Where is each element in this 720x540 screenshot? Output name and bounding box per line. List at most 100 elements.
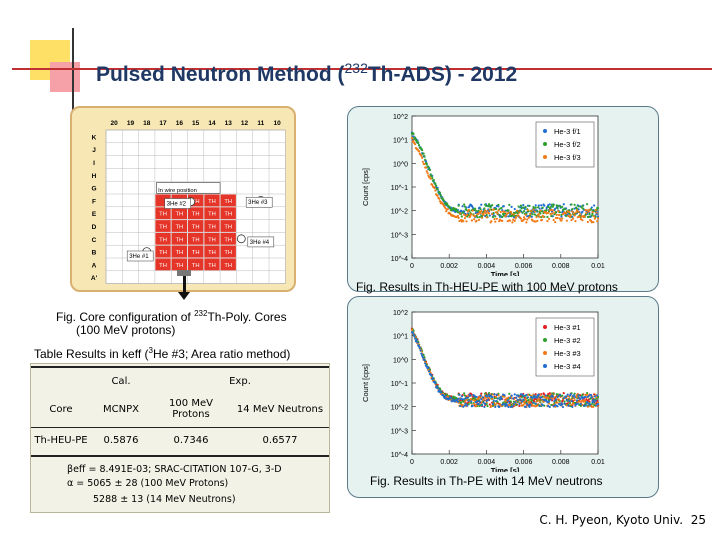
- series-point: [473, 402, 476, 406]
- series-point: [481, 396, 484, 399]
- series-point: [532, 208, 535, 211]
- series-point: [514, 401, 517, 404]
- legend-label: He-3 #3: [554, 349, 581, 358]
- core-row-label: B: [92, 250, 97, 257]
- series-point: [508, 401, 511, 404]
- series-point: [463, 392, 466, 395]
- series-point: [551, 209, 554, 212]
- core-row-label: F: [92, 198, 96, 205]
- series-point: [517, 395, 520, 398]
- series-point: [538, 207, 541, 210]
- series-point: [582, 404, 586, 407]
- series-point: [499, 396, 502, 399]
- series-point: [428, 175, 431, 179]
- plot-th-pe: 10^2 10^1 10^0 10^-1 10^-2 10^-3 10^-40 0.002 0.…: [361, 310, 605, 472]
- series-point: [596, 394, 599, 397]
- core-fuel-cell: [220, 245, 236, 258]
- series-point: [516, 399, 519, 402]
- series-point: [484, 402, 487, 405]
- core-row-label: D: [92, 224, 97, 231]
- series-point: [510, 394, 513, 397]
- series-point: [591, 211, 594, 214]
- series-point: [494, 220, 497, 223]
- series-point: [522, 206, 525, 209]
- core-fuel-cell: [155, 220, 171, 232]
- series-point: [520, 400, 523, 403]
- series-point: [569, 213, 572, 217]
- series-point: [571, 207, 574, 211]
- core-fuel-label: TH: [192, 263, 200, 269]
- series-point: [470, 219, 474, 222]
- core-fuel-label: TH: [224, 225, 232, 231]
- x-tick-label: 0.004: [478, 263, 496, 270]
- plot-th-heu-pe: 10^2 10^1 10^0 10^-1 10^-2 10^-3 10^-40 0.002 0.…: [361, 114, 605, 276]
- series-point: [459, 212, 462, 215]
- series-point: [513, 393, 516, 396]
- core-row-label: J: [92, 147, 96, 154]
- series-point: [572, 394, 575, 397]
- series-point: [570, 203, 573, 206]
- y-axis-label: Count [cps]: [361, 364, 370, 402]
- series-point: [514, 211, 517, 215]
- series-point: [480, 404, 484, 407]
- series-point: [470, 400, 473, 403]
- series-point: [508, 203, 511, 206]
- core-col-label: 18: [143, 120, 151, 127]
- series-point: [593, 217, 596, 220]
- series-point: [534, 402, 537, 405]
- series-point: [446, 395, 449, 398]
- series-point: [581, 393, 584, 396]
- series-point: [490, 208, 493, 211]
- series-point: [543, 204, 546, 207]
- series-point: [427, 174, 430, 177]
- y-tick-label: 10^-4: [391, 256, 408, 263]
- series-point: [528, 204, 531, 208]
- series-point: [529, 403, 532, 407]
- series-point: [557, 398, 561, 401]
- core-fuel-cell: [188, 194, 204, 207]
- core-fuel-cell: [188, 220, 204, 232]
- series-point: [429, 173, 432, 176]
- series-point: [491, 215, 495, 219]
- series-point: [442, 394, 445, 397]
- series-point: [423, 358, 426, 362]
- legend-marker: [543, 129, 547, 133]
- series-point: [457, 397, 460, 400]
- series-point: [534, 204, 537, 207]
- series-point: [589, 403, 592, 406]
- series-point: [486, 404, 489, 408]
- series-point: [438, 200, 442, 203]
- series-point: [583, 215, 586, 218]
- series-point: [491, 204, 494, 207]
- series-point: [425, 170, 428, 173]
- y-tick-label: 10^-3: [391, 428, 408, 435]
- series-point: [533, 213, 537, 216]
- series-point: [438, 197, 441, 200]
- title-tail: Th-ADS) - 2012: [367, 63, 518, 86]
- series-point: [471, 209, 474, 212]
- core-fuel-cell: [220, 232, 236, 245]
- series-point: [594, 208, 597, 212]
- series-point: [482, 398, 485, 401]
- series-point: [462, 211, 465, 214]
- series-point: [476, 216, 479, 219]
- core-fuel-label: TH: [159, 263, 167, 269]
- series-point: [492, 208, 495, 211]
- series-point: [577, 205, 580, 208]
- series-point: [564, 395, 568, 398]
- series-point: [554, 207, 557, 210]
- y-tick-label: 10^-3: [391, 232, 408, 239]
- core-fuel-cell: [204, 232, 220, 245]
- detector-3he-3-box: [245, 196, 273, 208]
- table-caption-superscript: 3: [148, 346, 153, 355]
- series-point: [576, 402, 579, 405]
- series-point: [494, 215, 497, 218]
- series-point: [522, 403, 525, 406]
- series-point: [519, 217, 523, 220]
- x-axis-label: Time [s]: [491, 270, 520, 276]
- series-point: [547, 396, 550, 399]
- series-point: [498, 214, 502, 217]
- series-point: [531, 396, 534, 400]
- y-tick-label: 10^0: [393, 357, 408, 364]
- series-point: [524, 398, 527, 401]
